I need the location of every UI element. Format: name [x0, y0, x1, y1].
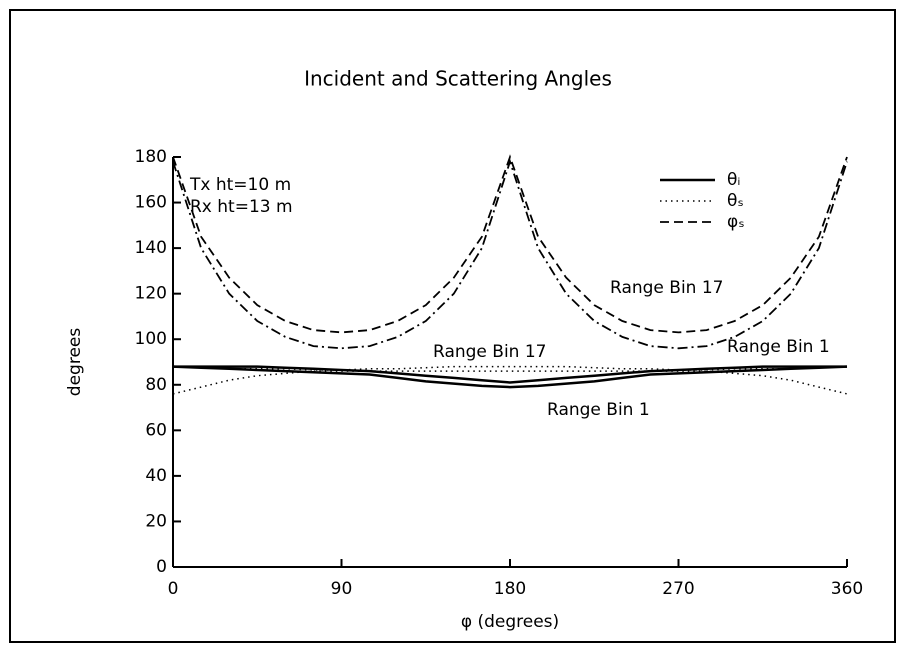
y-tick-label: 40 — [145, 466, 167, 486]
y-tick-label: 180 — [135, 147, 167, 167]
x-tick-label: 0 — [168, 579, 179, 599]
x-tick-label: 90 — [331, 579, 353, 599]
annotation: Range Bin 17 — [433, 342, 546, 362]
annotation: Rx ht=13 m — [190, 197, 293, 217]
series-line — [172, 365, 848, 389]
series-line — [172, 154, 848, 334]
x-tick-label: 360 — [831, 579, 863, 599]
y-tick-label: 120 — [135, 284, 167, 304]
series-line — [173, 365, 847, 371]
y-tick-label: 60 — [145, 420, 167, 440]
y-tick-label: 20 — [145, 511, 167, 531]
y-tick-label: 140 — [135, 238, 167, 258]
y-axis-label: degrees — [65, 328, 85, 397]
chart-title: Incident and Scattering Angles — [304, 67, 612, 91]
x-tick-label: 180 — [494, 579, 526, 599]
legend-label: θₛ — [727, 191, 744, 211]
annotation: Range Bin 17 — [610, 278, 723, 298]
y-tick-label: 160 — [135, 193, 167, 213]
y-tick-label: 100 — [135, 329, 167, 349]
series-line — [172, 158, 848, 350]
x-tick-label: 270 — [662, 579, 694, 599]
y-tick-label: 0 — [156, 557, 167, 577]
annotation: Range Bin 1 — [727, 337, 830, 357]
annotation: Range Bin 1 — [547, 400, 650, 420]
legend-label: φₛ — [727, 212, 745, 232]
y-tick-label: 80 — [145, 375, 167, 395]
series-line — [173, 365, 847, 384]
legend-label: θᵢ — [727, 170, 740, 190]
annotation: Tx ht=10 m — [189, 175, 291, 195]
x-axis-label: φ (degrees) — [461, 612, 559, 632]
frame — [9, 9, 896, 643]
